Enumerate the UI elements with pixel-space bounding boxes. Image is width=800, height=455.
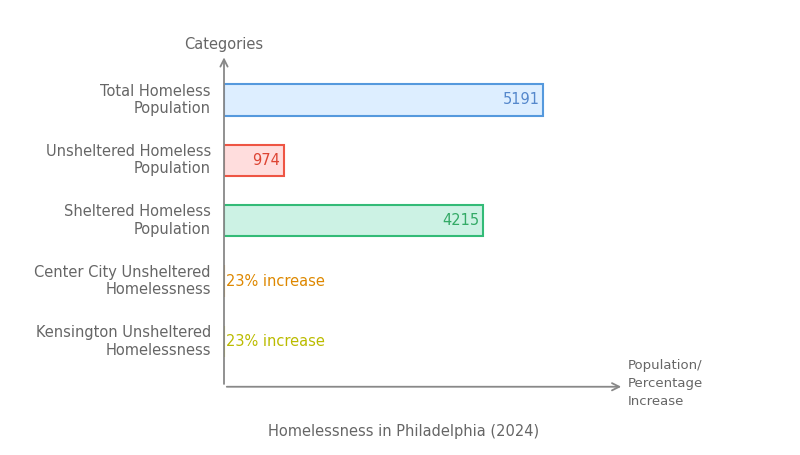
Text: 5191: 5191 [502, 92, 540, 107]
Text: 4215: 4215 [442, 213, 480, 228]
Bar [224, 84, 543, 116]
Text: 974: 974 [252, 153, 280, 168]
Bar [224, 205, 483, 237]
Text: 23% increase: 23% increase [226, 334, 325, 349]
Text: Categories: Categories [185, 37, 263, 52]
Text: Homelessness in Philadelphia (2024): Homelessness in Philadelphia (2024) [269, 424, 539, 439]
Text: Population/
Percentage
Increase: Population/ Percentage Increase [628, 359, 703, 408]
Bar [224, 145, 284, 176]
Text: 23% increase: 23% increase [226, 273, 325, 288]
